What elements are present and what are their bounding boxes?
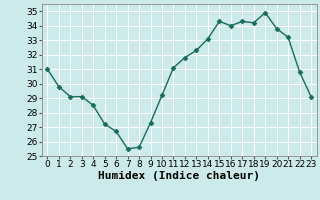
X-axis label: Humidex (Indice chaleur): Humidex (Indice chaleur) bbox=[98, 171, 260, 181]
